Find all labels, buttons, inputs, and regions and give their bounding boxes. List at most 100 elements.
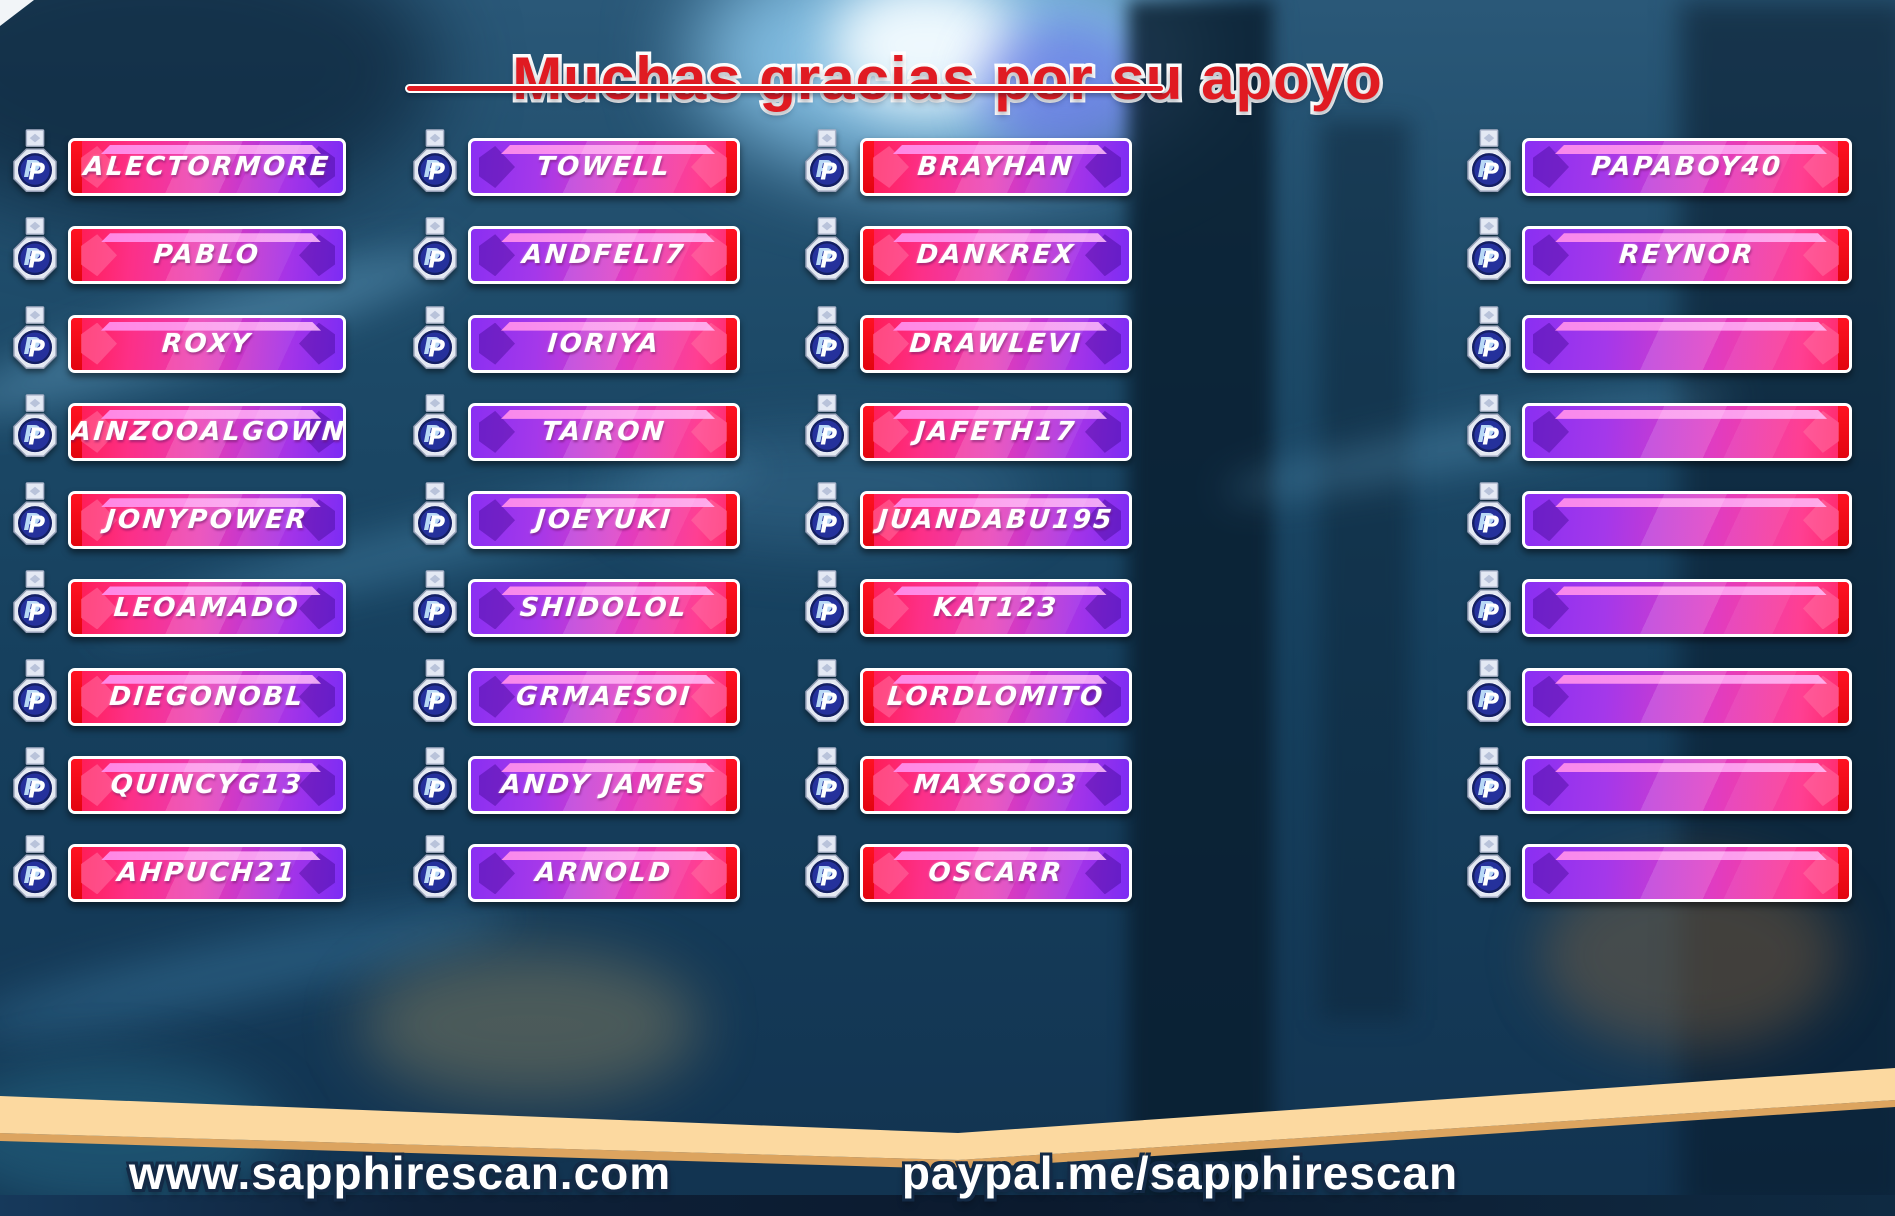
supporter-row: P P ANDFELI7 [408,217,740,285]
svg-text:P: P [816,422,833,448]
supporter-row: P P JUANDABU195 [800,482,1132,550]
paypal-badge-icon: P P [13,482,57,546]
paypal-link[interactable]: paypal.me/sapphirescan [901,1147,1459,1199]
paypal-badge-icon: P P [413,570,457,634]
svg-text:P: P [820,425,837,451]
supporter-name: LORDLOMITO [885,681,1107,712]
plate-red-edge [863,582,874,635]
svg-text:P: P [28,690,45,716]
supporter-row: P P DANKREX [800,217,1132,285]
svg-text:P: P [1478,510,1495,536]
svg-text:P: P [1482,601,1499,627]
plate-red-edge [863,229,874,282]
svg-text:P: P [428,778,445,804]
supporter-plate: ANDY JAMES [468,756,740,815]
supporter-plate: ANDFELI7 [468,226,740,285]
paypal-badge-icon: P P [413,305,457,369]
supporter-name: OSCARR [927,858,1065,889]
svg-text:P: P [820,248,837,274]
svg-text:P: P [1482,513,1499,539]
supporter-plate: JONYPOWER [68,491,346,550]
svg-text:P: P [1478,775,1495,801]
plate-highlight [893,498,1107,507]
supporter-row: P P GRMAESOI [408,658,740,726]
svg-text:P: P [816,333,833,359]
supporter-name: SHIDOLOL [518,593,690,624]
svg-text:P: P [424,245,441,271]
supporter-name: PABLO [152,240,262,271]
plate-highlight [101,322,321,331]
svg-text:P: P [1478,687,1495,713]
paypal-badge-icon: P P [13,835,57,899]
supporter-name: JONYPOWER [104,505,310,536]
badge-diamond [429,398,441,408]
plate-highlight [101,233,321,242]
supporter-name: AHPUCH21 [116,858,298,889]
svg-text:P: P [816,157,833,183]
supporter-plate: PABLO [68,226,346,285]
supporter-name: REYNOR [1617,240,1757,271]
svg-text:P: P [816,245,833,271]
supporter-row: P P KAT123 [800,570,1132,638]
supporter-plate [1522,667,1852,726]
plate-red-edge [1838,670,1849,723]
supporter-row: P P AINZOOALGOWN [8,394,346,461]
svg-text:P: P [424,422,441,448]
plate-highlight [101,410,321,419]
svg-text:P: P [820,601,837,627]
badge-diamond [429,575,441,584]
supporter-name: JOEYUKI [534,505,674,536]
svg-text:P: P [1478,333,1495,359]
svg-text:P: P [28,160,45,186]
supporter-name: KAT123 [932,593,1060,624]
supporter-row: P P PAPABOY40 [1462,129,1852,196]
plate-highlight [1555,233,1827,242]
plate-highlight [893,851,1107,860]
paypal-badge-icon: P P [1467,394,1511,457]
svg-text:P: P [428,601,445,627]
website-link[interactable]: www.sapphirescan.com [128,1147,672,1199]
plate-red-edge [863,759,874,812]
supporter-name: ROXY [160,328,254,359]
plate-red-edge [1838,494,1849,547]
paypal-badge-icon: P P [413,747,457,811]
svg-text:P: P [820,513,837,539]
plate-red-edge [863,317,874,370]
svg-text:P: P [1482,778,1499,804]
svg-text:P: P [820,336,837,362]
supporter-name: PAPABOY40 [1590,152,1784,182]
svg-text:P: P [428,425,445,451]
plate-highlight [101,498,321,507]
plate-red-edge [71,141,82,193]
supporter-plate [1522,844,1852,903]
plate-highlight [893,322,1107,331]
plate-red-edge [726,847,737,900]
badge-diamond [429,133,441,143]
plate-highlight [1555,410,1827,419]
supporter-row: P P JOEYUKI [408,482,740,550]
plate-highlight [1555,851,1827,860]
supporter-plate: REYNOR [1522,226,1852,285]
paypal-badge-icon: P P [805,305,849,369]
svg-text:P: P [820,866,837,892]
plate-red-edge [1838,229,1849,282]
svg-text:P: P [24,687,41,713]
plate-red-edge [71,759,82,812]
supporter-plate: PAPABOY40 [1522,138,1852,196]
supporter-name: ANDFELI7 [521,240,687,271]
svg-text:P: P [28,866,45,892]
supporter-plate: DRAWLEVI [860,314,1132,373]
plate-red-edge [71,229,82,282]
paypal-badge-icon: P P [13,658,57,722]
supporter-row: P P [1462,394,1852,461]
plate-highlight [893,586,1107,595]
svg-text:P: P [28,425,45,451]
supporter-plate: MAXSOO3 [860,756,1132,815]
badge-diamond [429,751,441,761]
plate-red-edge [863,405,874,458]
plate-highlight [893,145,1107,154]
supporter-plate: JUANDABU195 [860,491,1132,550]
plate-highlight [101,675,321,684]
supporter-row: P P ANDY JAMES [408,747,740,815]
